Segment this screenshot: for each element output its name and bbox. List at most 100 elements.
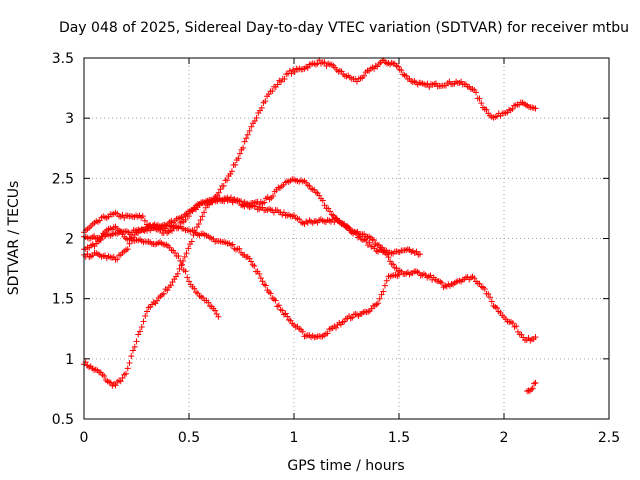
x-tick-label: 1 — [290, 430, 299, 446]
data-point — [177, 257, 184, 264]
data-point — [473, 89, 479, 96]
x-tick-label: 2 — [500, 430, 509, 446]
data-point — [182, 268, 189, 275]
data-point — [174, 270, 181, 277]
data-point — [393, 265, 400, 272]
data-point — [366, 239, 373, 246]
data-point — [128, 353, 135, 360]
data-point — [164, 287, 171, 294]
y-tick-label: 0.5 — [52, 412, 74, 428]
data-point — [137, 328, 143, 335]
x-tick-label: 0.5 — [178, 430, 200, 446]
data-point — [243, 135, 250, 142]
data-point — [483, 106, 490, 113]
data-point — [215, 313, 222, 320]
data-point — [97, 236, 104, 243]
data-point — [194, 224, 201, 231]
data-point — [270, 193, 276, 200]
data-point — [375, 300, 381, 307]
data-point — [176, 265, 183, 272]
data-point — [241, 138, 248, 145]
data-point — [107, 379, 114, 386]
data-point — [398, 67, 405, 74]
data-point — [532, 379, 539, 386]
data-point — [382, 282, 388, 289]
data-point — [185, 245, 192, 252]
data-point — [232, 161, 239, 168]
data-point — [186, 278, 192, 285]
data-point — [175, 253, 182, 260]
data-point — [205, 299, 212, 306]
data-point — [199, 213, 206, 220]
data-point — [378, 291, 385, 298]
data-point — [525, 387, 532, 394]
data-point — [279, 307, 286, 314]
data-point — [261, 199, 268, 206]
data-point — [413, 248, 420, 255]
data-point — [191, 285, 198, 292]
data-point — [251, 117, 258, 124]
data-point — [142, 312, 149, 319]
data-point — [253, 114, 260, 121]
data-point — [124, 246, 131, 253]
data-point — [487, 294, 493, 301]
data-point — [84, 250, 91, 257]
data-point — [117, 378, 124, 385]
data-point — [130, 347, 136, 354]
data-point — [172, 249, 178, 256]
y-tick-label: 2 — [65, 232, 74, 248]
data-point — [235, 155, 242, 162]
data-point — [528, 386, 535, 393]
data-point — [349, 314, 356, 321]
data-point — [281, 76, 288, 83]
data-point — [288, 70, 295, 77]
data-point — [383, 277, 390, 284]
data-point — [485, 290, 492, 297]
data-point — [179, 261, 185, 268]
series-trace-5 — [81, 222, 402, 341]
data-point — [236, 150, 243, 157]
data-point — [201, 209, 208, 216]
data-point — [101, 372, 108, 379]
data-point — [478, 100, 485, 107]
data-point — [215, 189, 222, 196]
data-point — [167, 282, 174, 289]
data-point — [296, 216, 303, 223]
data-point — [240, 144, 247, 151]
data-point — [248, 123, 255, 130]
data-point — [396, 271, 402, 278]
data-point — [267, 290, 274, 297]
data-point — [251, 262, 258, 269]
data-point — [228, 196, 234, 203]
data-point — [209, 199, 216, 206]
data-point — [427, 272, 434, 279]
x-tick-label: 2.5 — [598, 430, 620, 446]
data-point — [91, 232, 98, 239]
y-tick-label: 1.5 — [52, 292, 74, 308]
data-point — [280, 209, 287, 216]
data-point — [390, 261, 397, 268]
data-point — [256, 270, 263, 277]
data-point — [417, 251, 423, 258]
plot-frame — [83, 57, 610, 420]
data-point — [248, 258, 255, 265]
data-point — [258, 104, 265, 111]
data-point — [184, 274, 191, 281]
data-point — [188, 238, 195, 245]
data-point — [513, 323, 520, 330]
data-point — [494, 304, 500, 311]
data-point — [217, 186, 224, 193]
data-point — [138, 323, 145, 330]
y-tick-label: 2.5 — [52, 171, 74, 187]
data-point — [124, 365, 131, 372]
data-point — [262, 282, 269, 289]
data-point — [212, 307, 219, 314]
data-point — [438, 279, 445, 286]
data-point — [197, 216, 204, 223]
data-point — [532, 334, 539, 341]
data-point — [476, 95, 483, 102]
series-trace-2 — [81, 176, 423, 258]
data-point — [269, 88, 276, 95]
data-point — [509, 320, 516, 327]
data-point — [291, 68, 298, 75]
